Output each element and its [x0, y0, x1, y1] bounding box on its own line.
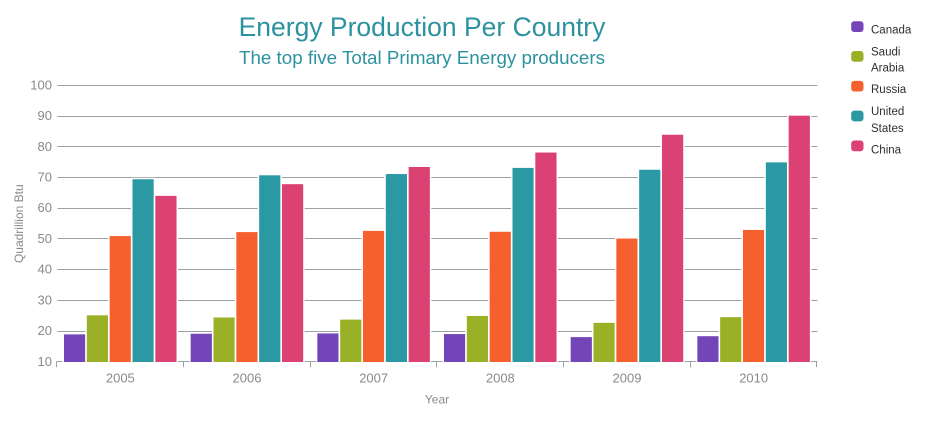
- svg-text:10: 10: [38, 354, 52, 369]
- svg-text:2007: 2007: [359, 370, 388, 385]
- svg-text:Russia: Russia: [871, 84, 907, 96]
- svg-text:The top five Total Primary Ene: The top five Total Primary Energy produc…: [239, 47, 605, 68]
- svg-text:Quadrillion Btu: Quadrillion Btu: [12, 184, 26, 263]
- svg-text:2008: 2008: [486, 370, 515, 385]
- svg-text:60: 60: [38, 200, 52, 215]
- svg-text:50: 50: [38, 231, 52, 246]
- svg-text:80: 80: [38, 139, 52, 154]
- svg-text:2010: 2010: [739, 370, 768, 385]
- svg-text:30: 30: [38, 292, 52, 307]
- svg-text:Arabia: Arabia: [871, 63, 905, 75]
- svg-text:United: United: [871, 106, 904, 118]
- svg-text:70: 70: [38, 170, 52, 185]
- svg-text:90: 90: [38, 108, 52, 123]
- svg-text:China: China: [871, 145, 902, 157]
- svg-text:2009: 2009: [613, 370, 642, 385]
- svg-text:States: States: [871, 123, 904, 135]
- svg-text:40: 40: [38, 262, 52, 277]
- svg-text:Canada: Canada: [871, 25, 912, 37]
- svg-text:100: 100: [30, 77, 52, 92]
- svg-text:Year: Year: [425, 392, 449, 406]
- svg-text:Energy Production Per Country: Energy Production Per Country: [239, 12, 607, 42]
- svg-text:Saudi: Saudi: [871, 47, 900, 59]
- svg-text:2005: 2005: [106, 370, 135, 385]
- svg-text:2006: 2006: [233, 370, 262, 385]
- svg-text:20: 20: [38, 323, 52, 338]
